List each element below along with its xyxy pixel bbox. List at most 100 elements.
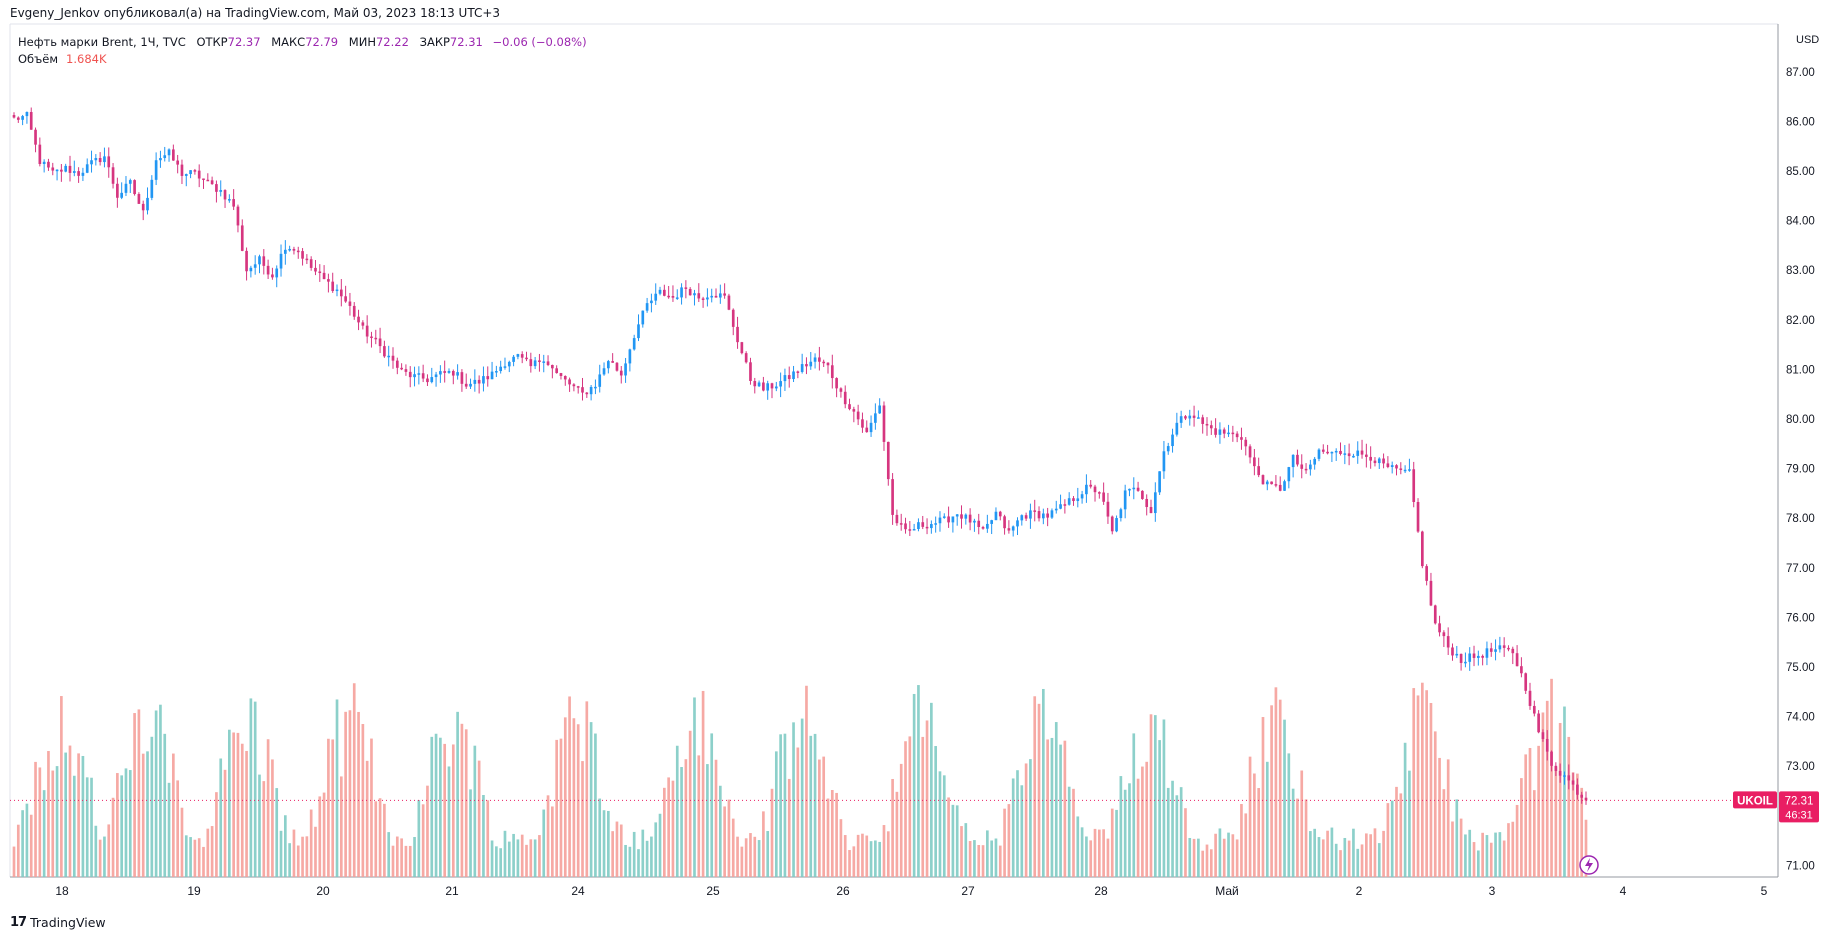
volume-bar xyxy=(899,763,903,877)
volume-bar xyxy=(783,733,787,877)
candle-body xyxy=(447,370,451,373)
candle-body xyxy=(193,170,197,172)
volume-bar xyxy=(344,711,347,877)
symbol-tag-text: UKOIL xyxy=(1737,795,1773,807)
candle-body xyxy=(1265,481,1269,485)
candle-body xyxy=(167,149,171,156)
candle-body xyxy=(1222,429,1226,434)
candle-body xyxy=(1446,636,1450,648)
volume-bar xyxy=(628,846,632,877)
candle-body xyxy=(1011,526,1015,531)
volume-value: 1.684K xyxy=(66,52,107,66)
volume-bar xyxy=(1524,754,1528,877)
volume-bar xyxy=(818,759,821,877)
volume-bar xyxy=(1386,803,1390,877)
symbol-name: Нефть марки Brent, 1Ч, TVC xyxy=(18,35,186,49)
candle-body xyxy=(1192,415,1196,418)
volume-bar xyxy=(800,718,804,877)
candle-body xyxy=(64,165,68,172)
volume-bar xyxy=(917,685,920,877)
volume-bar xyxy=(189,837,192,877)
volume-bar xyxy=(1097,829,1101,877)
candle-body xyxy=(1007,528,1011,531)
price-tick-label: 77.00 xyxy=(1786,563,1815,575)
volume-bar xyxy=(495,846,498,877)
volume-bar xyxy=(29,814,33,877)
volume-bar xyxy=(378,798,382,877)
candle-body xyxy=(658,289,662,294)
volume-bar xyxy=(34,761,37,877)
tradingview-footer[interactable]: 17 TradingView xyxy=(10,915,106,930)
candle-body xyxy=(843,391,847,405)
candle-body xyxy=(572,384,576,387)
candle-body xyxy=(1076,498,1080,502)
candle-body xyxy=(671,296,675,298)
candle-body xyxy=(417,373,421,375)
price-tick-label: 87.00 xyxy=(1786,67,1815,79)
volume-bar xyxy=(348,710,352,877)
candle-body xyxy=(202,178,205,181)
candle-body xyxy=(1352,455,1355,458)
volume-bar xyxy=(314,826,317,877)
candle-body xyxy=(925,526,929,529)
volume-bar xyxy=(486,800,490,877)
candle-body xyxy=(512,356,515,362)
volume-bar xyxy=(1011,778,1015,877)
volume-bar xyxy=(482,794,485,877)
volume-bar xyxy=(658,813,662,877)
volume-bar xyxy=(1550,678,1553,877)
volume-bar xyxy=(1007,804,1011,877)
candle-body xyxy=(378,338,382,347)
volume-bar xyxy=(1153,715,1157,877)
volume-bar xyxy=(744,838,748,877)
volume-bar xyxy=(1274,687,1278,877)
volume-bar xyxy=(21,810,24,877)
volume-bar xyxy=(1309,831,1312,877)
volume-bar xyxy=(594,733,597,877)
tradingview-logo-icon: 17 xyxy=(10,915,27,930)
candle-body xyxy=(706,297,709,300)
volume-bar xyxy=(1464,834,1467,877)
candle-body xyxy=(1416,501,1420,532)
candle-body xyxy=(344,296,347,302)
volume-bar xyxy=(1377,843,1381,877)
volume-bar xyxy=(1498,832,1502,877)
candle-body xyxy=(292,248,296,251)
volume-bar xyxy=(1270,705,1273,877)
time-tick-label: 25 xyxy=(706,884,720,898)
volume-bar xyxy=(662,787,666,877)
volume-bar xyxy=(1369,834,1372,877)
price-tick-label: 81.00 xyxy=(1786,364,1815,376)
volume-bar xyxy=(1502,840,1506,877)
high-value: 72.79 xyxy=(305,35,339,49)
volume-bar xyxy=(947,797,950,877)
candle-body xyxy=(426,378,429,383)
volume-bar xyxy=(563,717,567,877)
candle-body xyxy=(994,511,998,521)
volume-bar xyxy=(1412,688,1416,877)
open-value: 72.37 xyxy=(227,35,261,49)
candle-body xyxy=(1197,417,1200,419)
volume-bar xyxy=(1399,793,1403,877)
candle-body xyxy=(1580,794,1584,798)
volume-bar xyxy=(998,845,1002,877)
volume-bar xyxy=(667,777,670,877)
candle-body xyxy=(576,386,580,388)
volume-bar xyxy=(942,775,946,877)
candle-body xyxy=(1584,797,1588,801)
price-tick-label: 83.00 xyxy=(1786,265,1815,277)
volume-bar xyxy=(1089,840,1093,877)
volume-bar xyxy=(977,844,981,877)
candle-body xyxy=(830,365,834,379)
candle-body xyxy=(662,289,666,296)
open-label: ОТКР xyxy=(196,35,228,49)
price-tick-label: 85.00 xyxy=(1786,166,1815,178)
candle-body xyxy=(1072,498,1075,502)
candle-body xyxy=(460,372,464,384)
candle-body xyxy=(352,305,356,317)
volume-bar xyxy=(693,697,696,877)
volume-bar xyxy=(1253,773,1256,877)
volume-bar xyxy=(1244,813,1248,877)
candle-body xyxy=(279,253,283,269)
